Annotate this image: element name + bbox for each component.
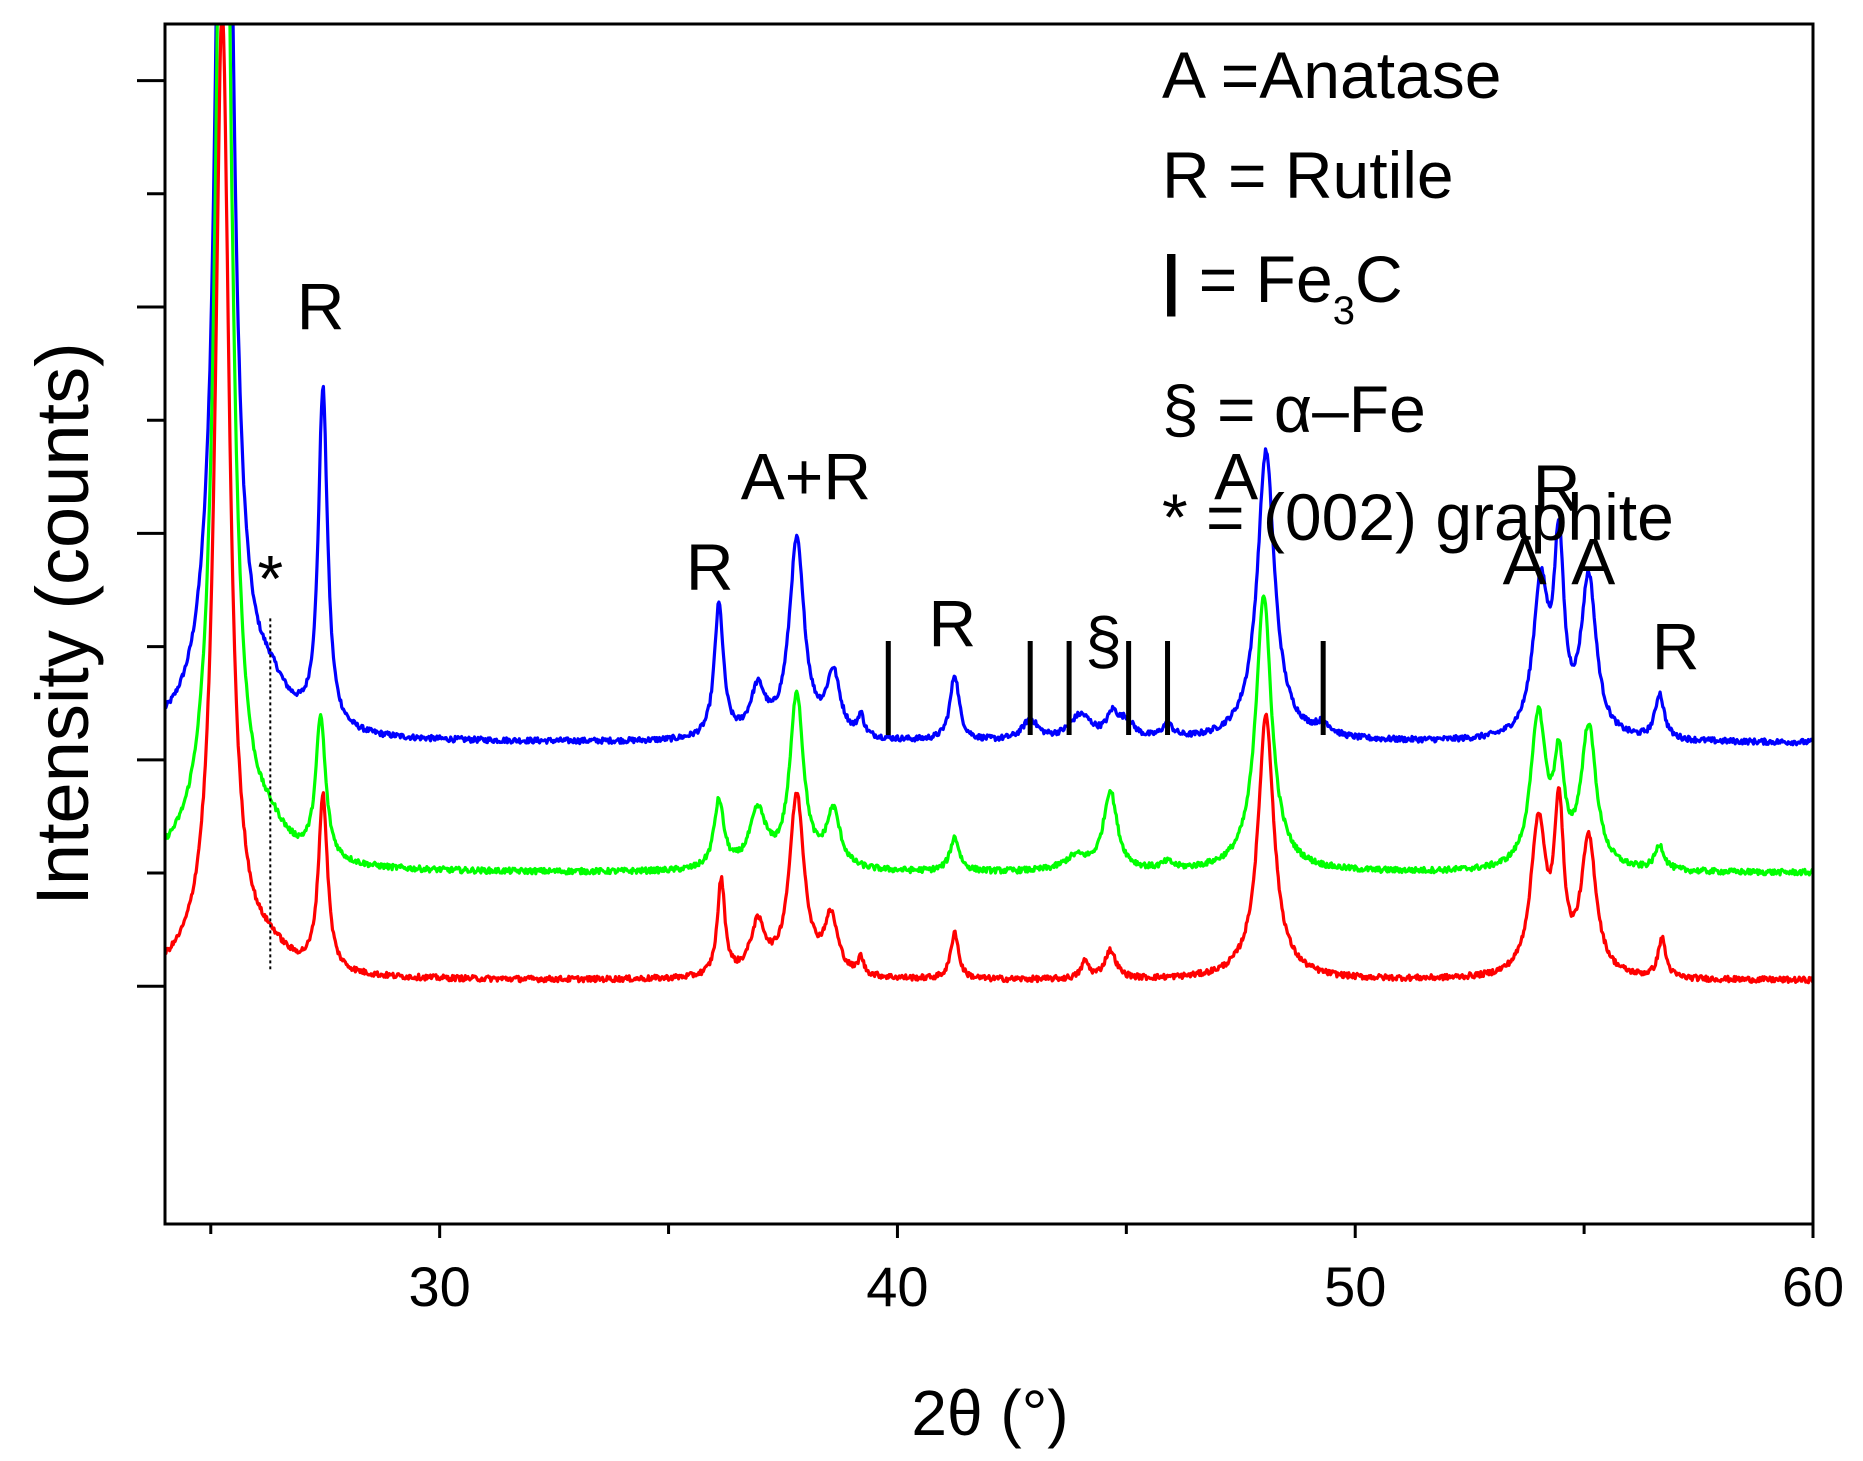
x-axis: 30 40 50 60 bbox=[209, 1224, 1844, 1318]
x-tick-label: 60 bbox=[1782, 1255, 1844, 1318]
peak-label: A+R bbox=[741, 439, 871, 513]
plot-frame bbox=[163, 22, 1815, 1226]
legend-entry: R = Rutile bbox=[1162, 138, 1454, 212]
y-axis-label: Intensity (counts) bbox=[21, 342, 104, 905]
x-tick-label: 50 bbox=[1324, 1255, 1386, 1318]
x-tick-label: 30 bbox=[409, 1255, 471, 1318]
series-line-2 bbox=[165, 24, 1813, 985]
peak-label: * bbox=[257, 541, 283, 615]
peak-label: R bbox=[686, 530, 734, 604]
legend-entry: A =Anatase bbox=[1162, 38, 1501, 112]
peak-label: R bbox=[297, 270, 345, 344]
legend-entry: * = (002) graphite bbox=[1162, 480, 1674, 554]
peak-label: A bbox=[1503, 524, 1547, 598]
y-axis bbox=[137, 79, 165, 988]
series-line-1 bbox=[165, 24, 1813, 877]
legend-entry: § = α–Fe bbox=[1162, 372, 1426, 446]
peak-label: A bbox=[1571, 524, 1615, 598]
series-line-0 bbox=[165, 24, 1813, 747]
peak-label: R bbox=[1533, 451, 1581, 525]
peak-label: R bbox=[1652, 609, 1700, 683]
peak-label: A bbox=[1214, 439, 1258, 513]
series-layer bbox=[165, 24, 1813, 985]
legend-entry: | = Fe3C bbox=[1162, 242, 1403, 333]
peak-label: R bbox=[929, 587, 977, 661]
annotation-layer bbox=[269, 618, 1326, 970]
legend: A =Anatase R = Rutile | = Fe3C § = α–Fe * = … bbox=[1162, 38, 1674, 554]
x-tick-label: 40 bbox=[866, 1255, 928, 1318]
x-axis-label: 2θ (°) bbox=[911, 1377, 1068, 1449]
peak-label: § bbox=[1085, 604, 1122, 678]
